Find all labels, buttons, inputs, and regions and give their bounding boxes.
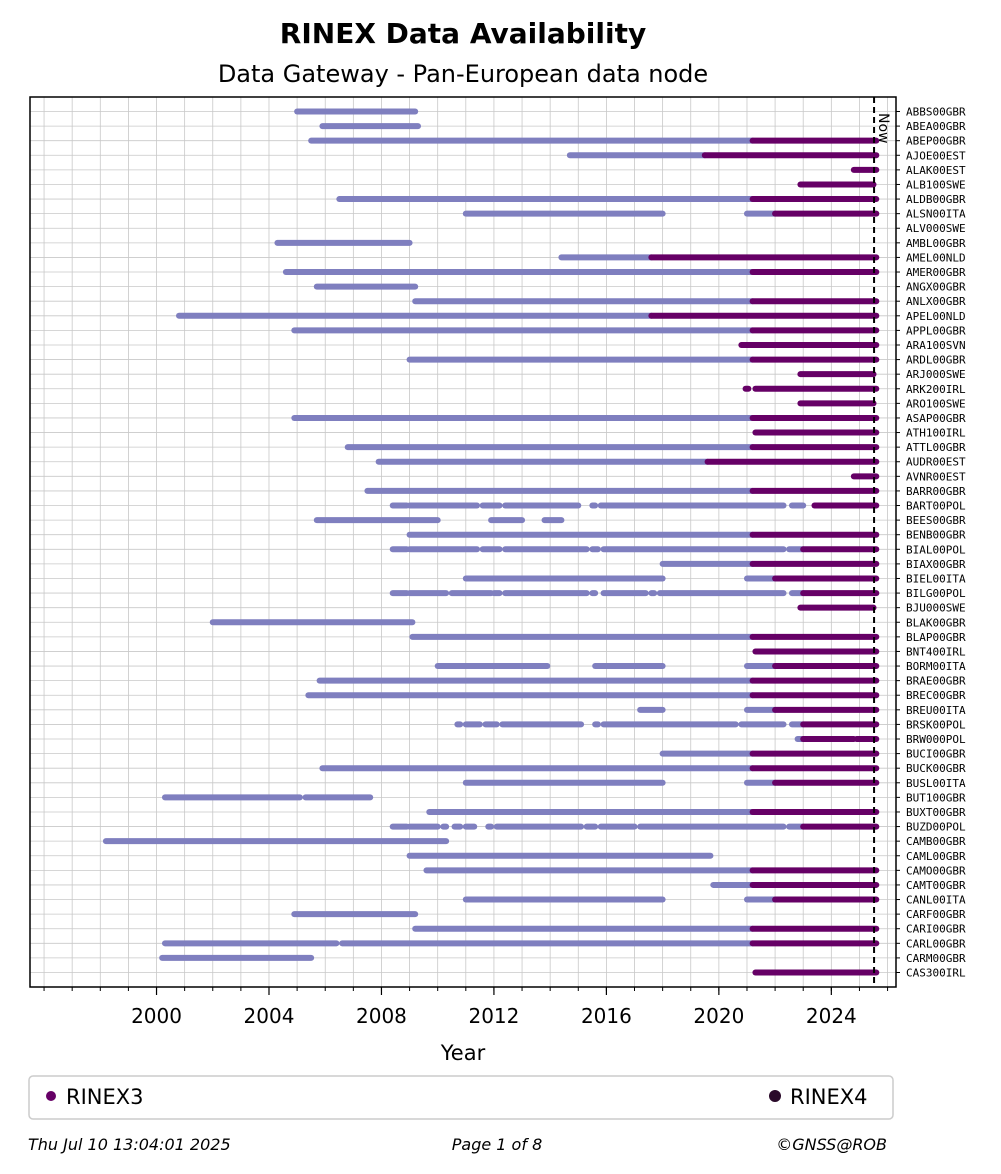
station-label: ALDB00GBR [906,193,966,206]
x-tick-label: 2004 [244,1004,295,1028]
station-label: CARL00GBR [906,937,966,950]
station-label: ABEP00GBR [906,135,966,148]
station-label: BIAL00POL [906,543,966,556]
station-label: ATTL00GBR [906,441,966,454]
now-label: Now [875,113,891,144]
station-label: ANGX00GBR [906,281,966,294]
station-label: ALV000SWE [906,222,966,235]
x-tick-label: 2024 [806,1004,857,1028]
station-label: ALSN00ITA [906,208,966,221]
station-label: AJOE00EST [906,149,966,162]
plot-frame [29,96,897,988]
legend-marker-rinex3 [46,1091,56,1101]
station-label: CARI00GBR [906,923,966,936]
x-tick-label: 2020 [693,1004,744,1028]
station-label: BARR00GBR [906,485,966,498]
station-label: BLAP00GBR [906,631,966,644]
legend: RINEX3 RINEX4 [28,1075,894,1120]
station-label: CAML00GBR [906,850,966,863]
station-label: BRAE00GBR [906,675,966,688]
station-label: BILG00POL [906,587,966,600]
station-label: BLAK00GBR [906,616,966,629]
footer-page: Page 1 of 8 [452,1135,543,1154]
chart-title: RINEX Data Availability [280,17,646,50]
now-marker: Now [873,97,891,987]
x-tick-label: 2008 [356,1004,407,1028]
station-label: ASAP00GBR [906,412,966,425]
station-label: APEL00NLD [906,310,966,323]
station-label: BREC00GBR [906,689,966,702]
station-label: ATH100IRL [906,427,966,440]
station-label: ARA100SVN [906,339,966,352]
station-label: ARK200IRL [906,383,966,396]
x-axis-label: Year [440,1041,486,1065]
station-label: ABEA00GBR [906,120,966,133]
station-label: CARF00GBR [906,908,966,921]
station-label: ALAK00EST [906,164,966,177]
station-label: ARJ000SWE [906,368,966,381]
station-label: AMEL00NLD [906,251,966,264]
station-label: BORM00ITA [906,660,966,673]
station-label: ALB100SWE [906,178,966,191]
station-label: CANL00ITA [906,894,966,907]
station-label: ABBS00GBR [906,106,966,119]
legend-marker-rinex4 [769,1090,781,1102]
footer-credit: ©GNSS@ROB [776,1135,887,1154]
station-label: AUDR00EST [906,456,966,469]
station-label: BUCK00GBR [906,762,966,775]
station-label: BIEL00ITA [906,572,966,585]
legend-label-rinex4: RINEX4 [790,1085,868,1109]
station-label: BRSK00POL [906,718,966,731]
station-label: ARDL00GBR [906,354,966,367]
station-label: BUSL00ITA [906,777,966,790]
footer-timestamp: Thu Jul 10 13:04:01 2025 [28,1135,231,1154]
station-label: AMBL00GBR [906,237,966,250]
station-label: BJU000SWE [906,602,966,615]
x-tick-label: 2016 [581,1004,632,1028]
station-label: BART00POL [906,500,966,513]
station-label: BUZD00POL [906,821,966,834]
station-label: CARM00GBR [906,952,966,965]
availability-bars [102,108,880,976]
station-label: ANLX00GBR [906,295,966,308]
station-label: AVNR00EST [906,470,966,483]
station-label: BEES00GBR [906,514,966,527]
station-label: BUT100GBR [906,791,966,804]
chart-subtitle: Data Gateway - Pan-European data node [218,60,708,88]
station-label: CAMO00GBR [906,864,966,877]
x-tick-label: 2012 [468,1004,519,1028]
x-tick-label: 2000 [131,1004,182,1028]
station-label: BUXT00GBR [906,806,966,819]
legend-frame [28,1075,894,1120]
station-label: BIAX00GBR [906,558,966,571]
station-label: AMER00GBR [906,266,966,279]
legend-label-rinex3: RINEX3 [66,1085,144,1109]
x-axis-ticks: 2000 2004 2008 2012 2016 2020 2024 [43,987,889,1028]
station-label: CAMB00GBR [906,835,966,848]
station-label: CAS300IRL [906,967,966,980]
station-label: APPL00GBR [906,324,966,337]
station-label: BRW000POL [906,733,966,746]
station-label: BENB00GBR [906,529,966,542]
station-label: ARO100SWE [906,397,966,410]
station-label: BUCI00GBR [906,748,966,761]
station-label: CAMT00GBR [906,879,966,892]
station-label: BNT400IRL [906,645,966,658]
station-label: BREU00ITA [906,704,966,717]
